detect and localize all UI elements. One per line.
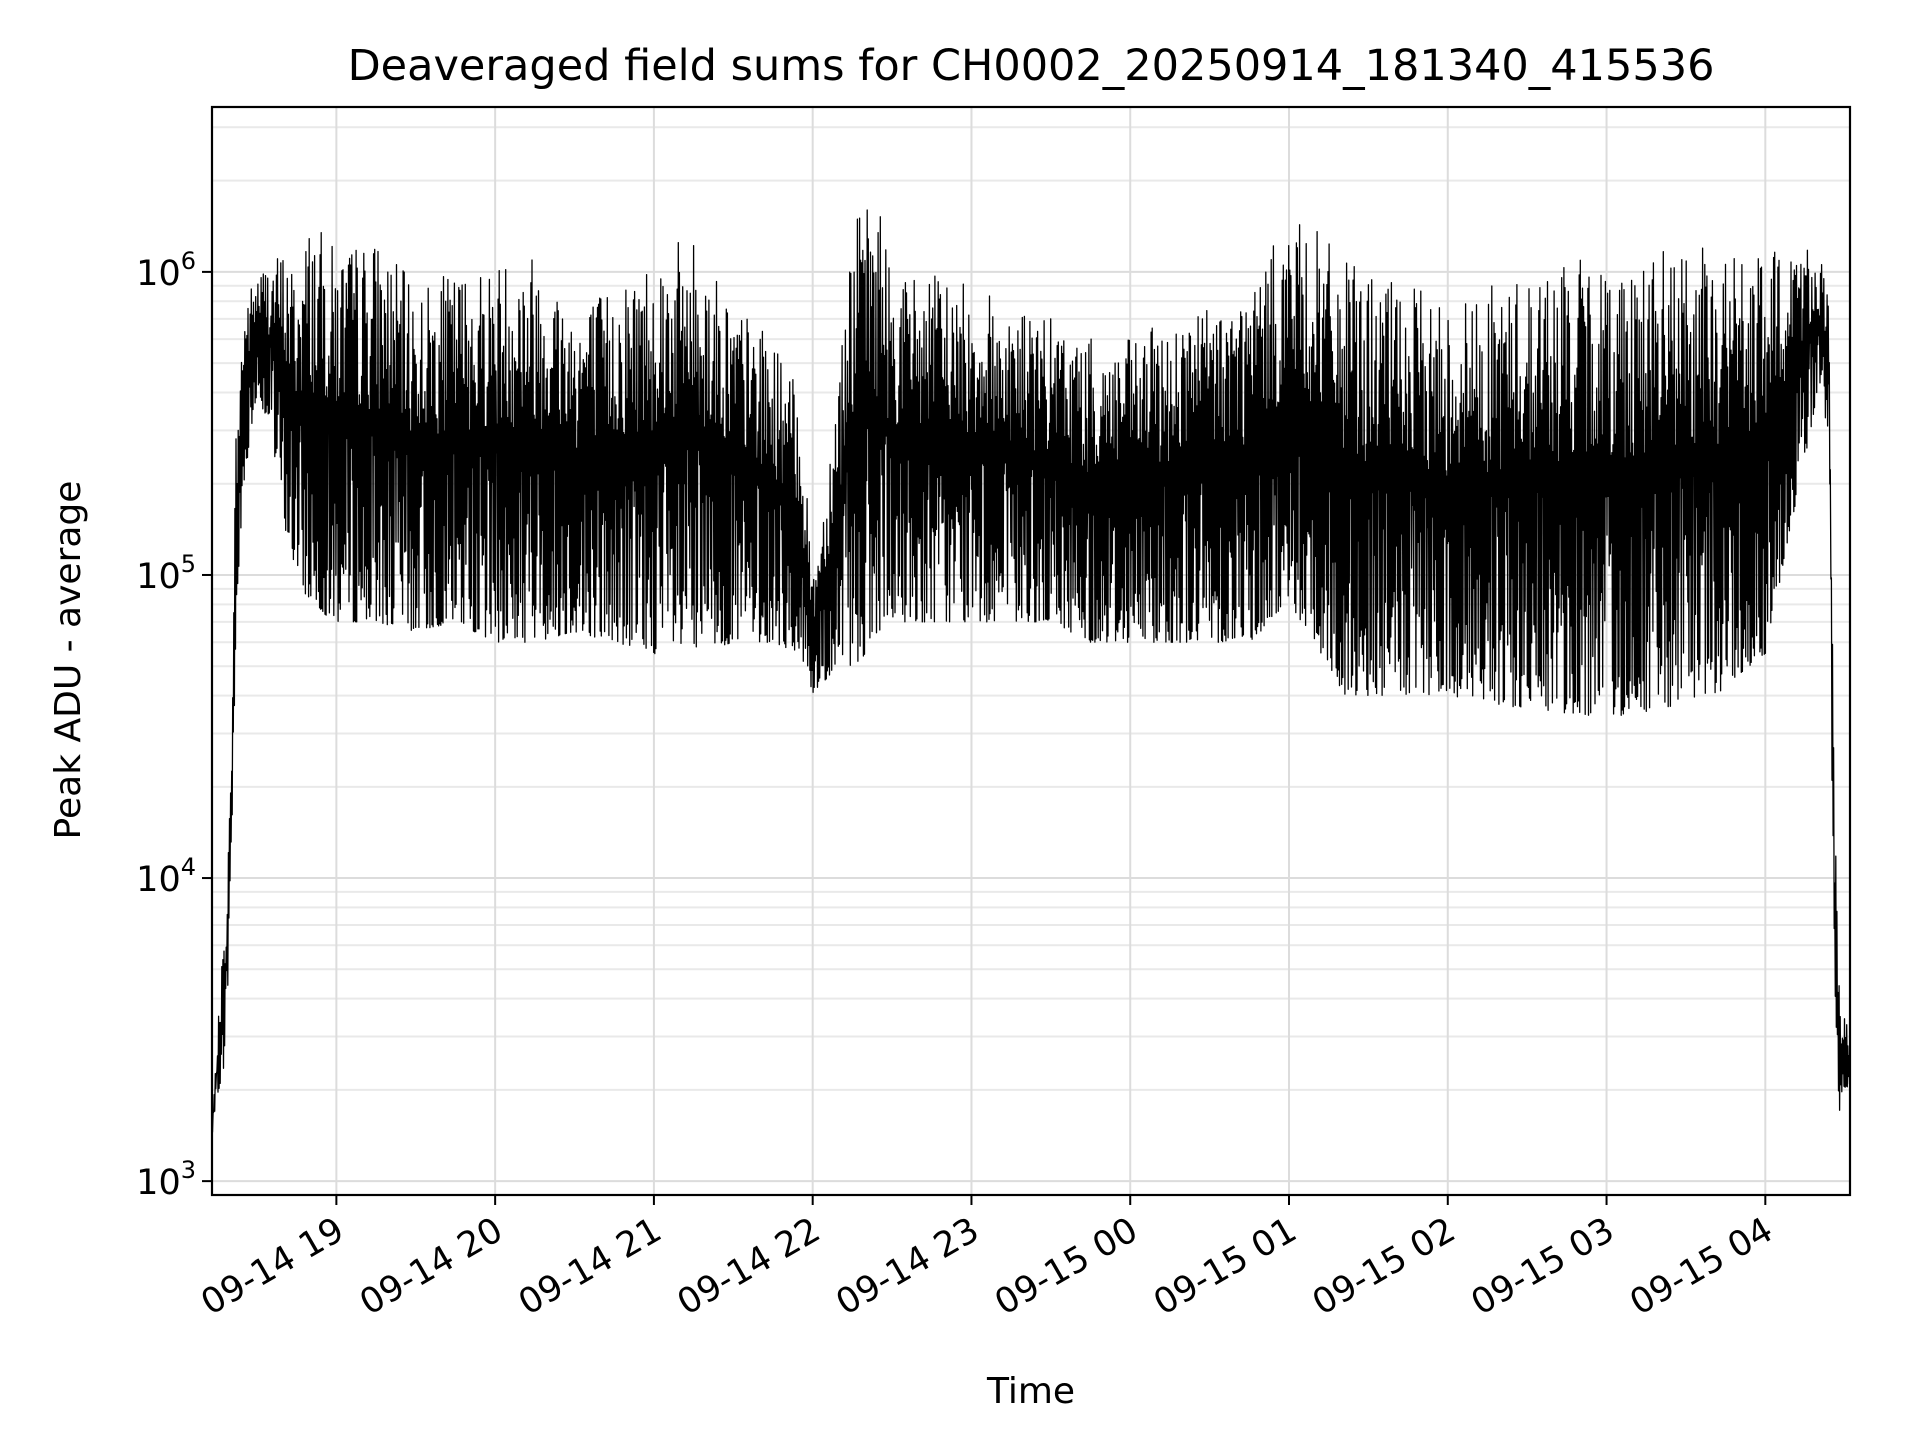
plot-frame [210, 105, 1852, 1197]
series-line-0 [211, 209, 1851, 1133]
y-tick-label: 103 [136, 1156, 196, 1203]
y-axis-label: Peak ADU - average [48, 481, 89, 840]
x-axis-label: Time [986, 1371, 1075, 1412]
chart-title: Deaveraged field sums for CH0002_2025091… [348, 41, 1715, 91]
y-tick-label: 106 [136, 247, 196, 294]
y-tick-label: 105 [136, 550, 196, 597]
series-layer [211, 209, 1851, 1133]
y-tick-label: 104 [136, 853, 196, 900]
y-axis: 103 104 105 106 [136, 247, 212, 1203]
